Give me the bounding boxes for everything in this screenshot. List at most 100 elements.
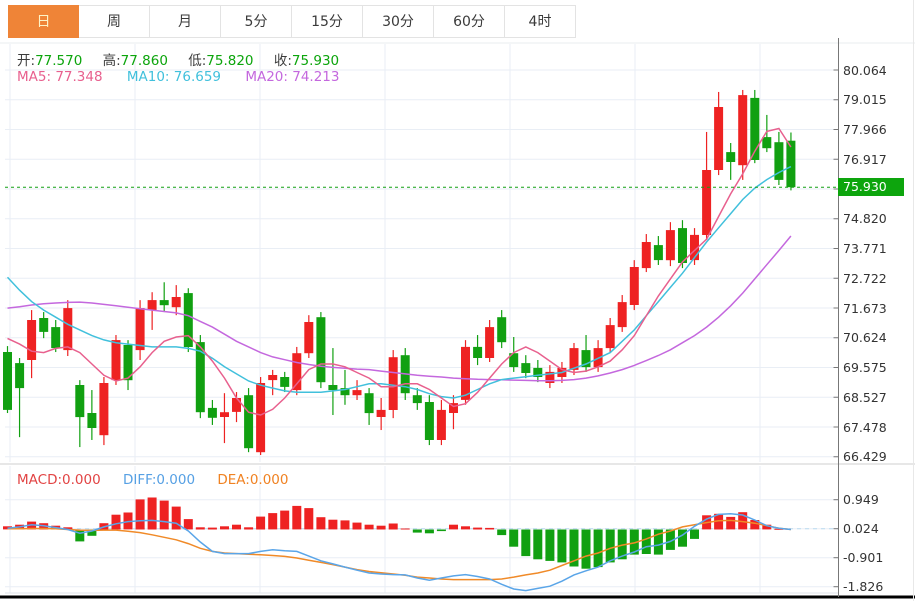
- macd-axis-label: -1.826: [843, 579, 884, 595]
- tab-5分[interactable]: 5分: [221, 5, 292, 38]
- candle-body: [629, 267, 639, 305]
- macd-bar: [147, 497, 157, 530]
- candle-body: [665, 230, 675, 261]
- timeframe-tabs: 日周月 5分 15分 30分 60分 4时: [8, 5, 576, 38]
- macd-bar: [244, 527, 254, 530]
- candle-body: [690, 234, 699, 261]
- candle-body: [99, 383, 109, 436]
- candle-body: [123, 345, 133, 381]
- candle-body: [3, 352, 12, 410]
- macd-bar: [678, 529, 687, 547]
- tab-周[interactable]: 周: [79, 5, 150, 38]
- macd-bar: [629, 529, 639, 555]
- candle-body: [75, 385, 85, 418]
- candle-body: [159, 300, 169, 306]
- candle-body: [376, 409, 386, 417]
- ma20-line: [7, 235, 792, 382]
- macd-bar: [220, 526, 229, 530]
- macd-bar: [641, 529, 651, 554]
- diff-line: [7, 513, 791, 592]
- candle-body: [328, 385, 338, 391]
- high-label: 高:: [102, 53, 121, 69]
- low-label: 低:: [188, 53, 207, 69]
- low-value: 75.820: [206, 53, 254, 69]
- tab-15分[interactable]: 15分: [292, 5, 363, 38]
- macd-legend: MACD:0.000 DIFF:0.000 DEA:0.000: [17, 472, 306, 488]
- candle-body: [461, 346, 470, 400]
- candle-body: [412, 395, 422, 404]
- candle-body: [569, 348, 579, 370]
- candle-body: [449, 403, 458, 413]
- candle-body: [171, 297, 181, 308]
- macd-bar: [316, 517, 326, 530]
- candle-body: [581, 350, 591, 368]
- candle-body: [726, 152, 736, 162]
- macd-bar: [75, 529, 85, 542]
- macd-bar: [569, 529, 579, 567]
- candle-body: [39, 318, 49, 332]
- macd-bar: [135, 499, 145, 530]
- candle-body: [340, 388, 350, 396]
- macd-bar: [533, 529, 543, 560]
- candle-body: [244, 395, 254, 449]
- price-axis-label: 66.429: [843, 449, 887, 465]
- price-axis-label: 73.771: [843, 241, 887, 256]
- price-axis-label: 67.478: [843, 419, 887, 435]
- candle-body: [195, 342, 205, 413]
- macd-axis-label: 0.024: [843, 521, 879, 537]
- candle-body: [183, 293, 193, 347]
- price-axis-label: 70.624: [843, 330, 887, 346]
- macd-bar: [593, 529, 603, 568]
- candle-body: [388, 357, 398, 410]
- tab-30分[interactable]: 30分: [363, 5, 434, 38]
- macd-bar: [352, 522, 362, 530]
- candle-body: [256, 383, 266, 453]
- macd-bar: [232, 524, 241, 530]
- tab-4时[interactable]: 4时: [505, 5, 576, 38]
- price-axis-label: 76.917: [843, 151, 887, 167]
- macd-bar: [726, 516, 736, 530]
- candle-body: [750, 97, 760, 160]
- price-axis-label: 74.820: [843, 211, 887, 227]
- candle-body: [473, 346, 483, 358]
- macd-bar: [412, 529, 422, 533]
- macd-bar: [328, 519, 338, 530]
- candle-body: [436, 409, 446, 440]
- candle-body: [521, 363, 531, 373]
- candle-body: [304, 322, 314, 354]
- macd-bar: [292, 505, 302, 530]
- price-axis-label: 79.015: [843, 92, 887, 108]
- candle-body: [605, 325, 615, 349]
- macd-bar: [340, 520, 350, 530]
- tab-月[interactable]: 月: [150, 5, 221, 38]
- candle-body: [364, 393, 374, 414]
- tab-60分[interactable]: 60分: [434, 5, 505, 38]
- close-label: 收:: [273, 53, 292, 69]
- bottom-black-bar: [0, 595, 915, 599]
- candle-body: [352, 390, 362, 396]
- macd-bar: [87, 529, 97, 536]
- macd-bar: [750, 520, 760, 530]
- candle-body: [27, 320, 37, 360]
- dea-value-legend: DEA:0.000: [217, 472, 289, 488]
- macd-bar: [449, 524, 458, 530]
- macd-bar: [521, 529, 531, 557]
- macd-bar: [27, 521, 37, 530]
- macd-bar: [461, 526, 470, 530]
- candle-body: [147, 300, 157, 310]
- candle-body: [678, 228, 687, 263]
- price-axis-label: 80.064: [843, 62, 887, 78]
- macd-bar: [545, 529, 555, 561]
- price-axis-label: 77.966: [843, 122, 887, 137]
- macd-bar: [738, 512, 748, 530]
- candle-body: [533, 367, 543, 377]
- candle-body: [424, 402, 434, 440]
- macd-bar: [605, 529, 615, 563]
- ma-legend: MA5: 77.348 MA10: 76.659 MA20: 74.213: [17, 69, 359, 85]
- tab-日[interactable]: 日: [8, 5, 79, 38]
- candle-body: [774, 142, 784, 180]
- macd-bar: [485, 527, 495, 530]
- candle-body: [316, 317, 326, 383]
- macd-bar: [304, 508, 314, 530]
